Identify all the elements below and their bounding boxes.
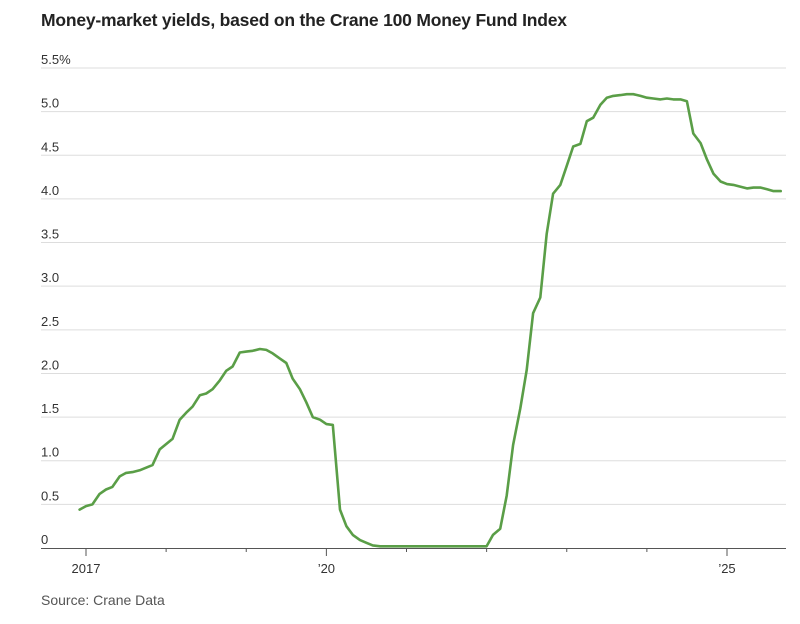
- chart-title: Money-market yields, based on the Crane …: [41, 10, 567, 30]
- chart-source: Source: Crane Data: [41, 592, 165, 608]
- y-tick-label: 2.0: [41, 357, 59, 372]
- y-tick-label: 0.5: [41, 488, 59, 503]
- y-tick-label: 5.0: [41, 96, 59, 111]
- y-tick-label: 0: [41, 532, 48, 547]
- y-tick-label: 3.0: [41, 270, 59, 285]
- y-tick-label: 5.5%: [41, 52, 71, 67]
- y-axis: 0 0.5 1.0 1.5 2.0 2.5 3.0 3.5 4.0 4.5 5.0 5.5%: [41, 52, 71, 547]
- y-tick-label: 1.0: [41, 445, 59, 460]
- y-tick-label: 3.5: [41, 227, 59, 242]
- y-tick-label: 2.5: [41, 314, 59, 329]
- series-line-yield: [78, 92, 782, 548]
- x-tick-label: ’25: [718, 561, 735, 576]
- grid-lines: [41, 67, 786, 505]
- y-tick-label: 4.5: [41, 139, 59, 154]
- x-axis: 2017 ’20 ’25: [72, 548, 736, 576]
- x-tick-label: 2017: [72, 561, 101, 576]
- y-tick-label: 4.0: [41, 183, 59, 198]
- y-tick-label: 1.5: [41, 401, 59, 416]
- x-tick-label: ’20: [318, 561, 335, 576]
